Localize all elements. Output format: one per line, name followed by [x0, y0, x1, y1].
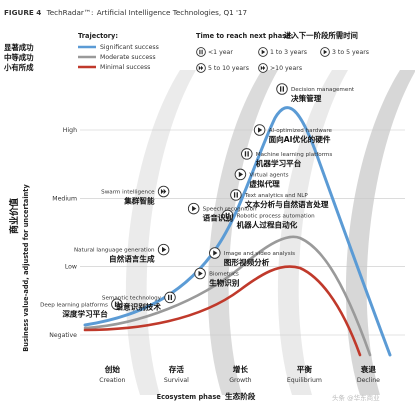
technology-markers	[111, 83, 288, 311]
tech-marker	[209, 247, 221, 259]
figure-title: FIGURE 4 TechRadar™: Artificial Intellig…	[4, 8, 247, 17]
x-phase-label: Decline	[357, 377, 380, 384]
tech-label-cn: 集群智能	[123, 196, 155, 206]
tech-marker	[187, 202, 200, 215]
legend-trajectory-label: Minimal success	[100, 64, 150, 71]
tech-label-cn: 机器学习平台	[256, 158, 302, 168]
tech-marker	[157, 243, 170, 256]
tech-label-cn: 生物识别	[209, 278, 240, 288]
background-band	[207, 70, 278, 395]
x-phase-label-cn: 创始	[104, 364, 121, 374]
legend-time-title: Time to reach next phase:	[196, 32, 293, 40]
y-tick-label: Negative	[49, 332, 77, 339]
legend-trajectory-label-cn: 小有所成	[3, 63, 34, 72]
tech-marker	[230, 189, 242, 201]
tech-label: Natural language generation	[74, 248, 155, 254]
tech-label-cn: 虚拟代理	[249, 178, 280, 188]
tech-marker	[276, 83, 288, 95]
tech-label: Decision management	[291, 87, 355, 93]
legend-time-label: >10 years	[270, 65, 302, 72]
tech-label: Semantic technology	[102, 295, 162, 301]
tech-label: Text analytics and NLP	[244, 193, 308, 199]
tech-marker	[194, 267, 206, 280]
tech-label: Robotic process automation	[237, 213, 316, 219]
x-phase-label: Creation	[99, 377, 125, 384]
tech-label-cn: 深度学习平台	[62, 308, 108, 318]
tech-marker	[111, 298, 123, 311]
fast-forward-icon	[196, 63, 206, 73]
tech-label: Image and video analysis	[224, 251, 295, 257]
trajectory-curves	[83, 106, 392, 357]
legend-trajectory-label: Moderate success	[100, 54, 156, 61]
x-phase-label-cn: 增长	[233, 364, 249, 374]
y-tick-label: Medium	[52, 195, 77, 202]
pause-icon	[196, 47, 206, 57]
x-phase-label: Survival	[164, 377, 189, 384]
tech-label-cn: 图形视频分析	[224, 257, 270, 267]
x-axis-title: Ecosystem phase 生态阶段	[157, 391, 256, 401]
legend-trajectory: Significant success Moderate success Minim…	[78, 44, 159, 71]
tech-marker	[241, 148, 253, 160]
y-axis-labels: High Medium Low Negative	[49, 127, 77, 339]
legend-time-title-cn: 进入下一阶段所需时间	[284, 31, 358, 40]
tech-label-cn: 语音识别	[203, 213, 234, 223]
x-phase-label-cn: 平衡	[297, 364, 313, 374]
play-icon	[320, 47, 330, 57]
play-icon	[258, 47, 268, 57]
tech-label: Deep learning platforms	[40, 302, 108, 308]
background-band	[125, 70, 196, 395]
curve-significant-success	[83, 106, 392, 357]
background-band	[345, 70, 415, 395]
tech-label: Machine learning platforms	[256, 152, 333, 158]
legend-time-label: <1 year	[208, 49, 233, 56]
tech-label-cn: 面向AI优化的硬件	[269, 134, 331, 144]
curve-minimal-success	[83, 265, 362, 357]
tech-marker	[253, 124, 266, 136]
legend-trajectory-label-cn: 显著成功	[4, 43, 34, 52]
watermark: 头条 @华东商业	[332, 393, 380, 402]
legend-time-label: 3 to 5 years	[332, 49, 369, 56]
tech-label-cn: 机器人过程自动化	[237, 219, 298, 229]
x-phase-label: Growth	[229, 377, 251, 384]
y-tick-label: Low	[65, 264, 77, 271]
fast-forward-icon	[258, 63, 268, 73]
tech-label: Swarm intelligence	[101, 190, 155, 196]
y-tick-label: High	[63, 127, 77, 134]
legend-trajectory-label-cn: 中等成功	[4, 53, 34, 62]
y-axis-title-cn: 商业价值	[8, 198, 20, 234]
background-band	[277, 70, 348, 395]
legend-trajectory-title: Trajectory:	[78, 32, 118, 40]
tech-label: Virtual agents	[249, 172, 288, 178]
tech-label-cn: 文本分析与自然语言处理	[245, 199, 329, 209]
tech-marker	[221, 209, 234, 222]
tech-label-cn: 决策管理	[291, 93, 322, 103]
y-axis-title: Business value-add, adjusted for uncerta…	[22, 184, 30, 352]
legend-time: <1 year 1 to 3 years 3 to 5 years 5 to 10 y…	[196, 47, 369, 73]
tech-marker	[164, 291, 176, 304]
legend-time-label: 5 to 10 years	[208, 65, 249, 72]
x-axis-labels: 创始 Creation 存活 Survival 增长 Growth 平衡 Equilibriu…	[99, 364, 380, 384]
curve-moderate-success	[83, 235, 372, 357]
background-bands	[125, 70, 415, 395]
x-phase-label-cn: 存活	[169, 364, 185, 374]
legend-trajectory-label: Significant success	[100, 44, 159, 51]
tech-label-cn: 自然语言生成	[109, 254, 155, 264]
tech-marker	[157, 185, 170, 198]
tech-marker	[234, 168, 247, 181]
tech-label-cn: 语意识别技术	[115, 301, 161, 311]
tech-label: AI-optimized hardware	[269, 128, 333, 134]
x-phase-label-cn: 衰退	[360, 364, 377, 374]
tech-label: Speech recognition	[203, 207, 257, 213]
x-phase-label: Equilibrium	[287, 377, 322, 384]
tech-label: Biometrics	[209, 272, 239, 278]
legend-time-label: 1 to 3 years	[270, 49, 307, 56]
